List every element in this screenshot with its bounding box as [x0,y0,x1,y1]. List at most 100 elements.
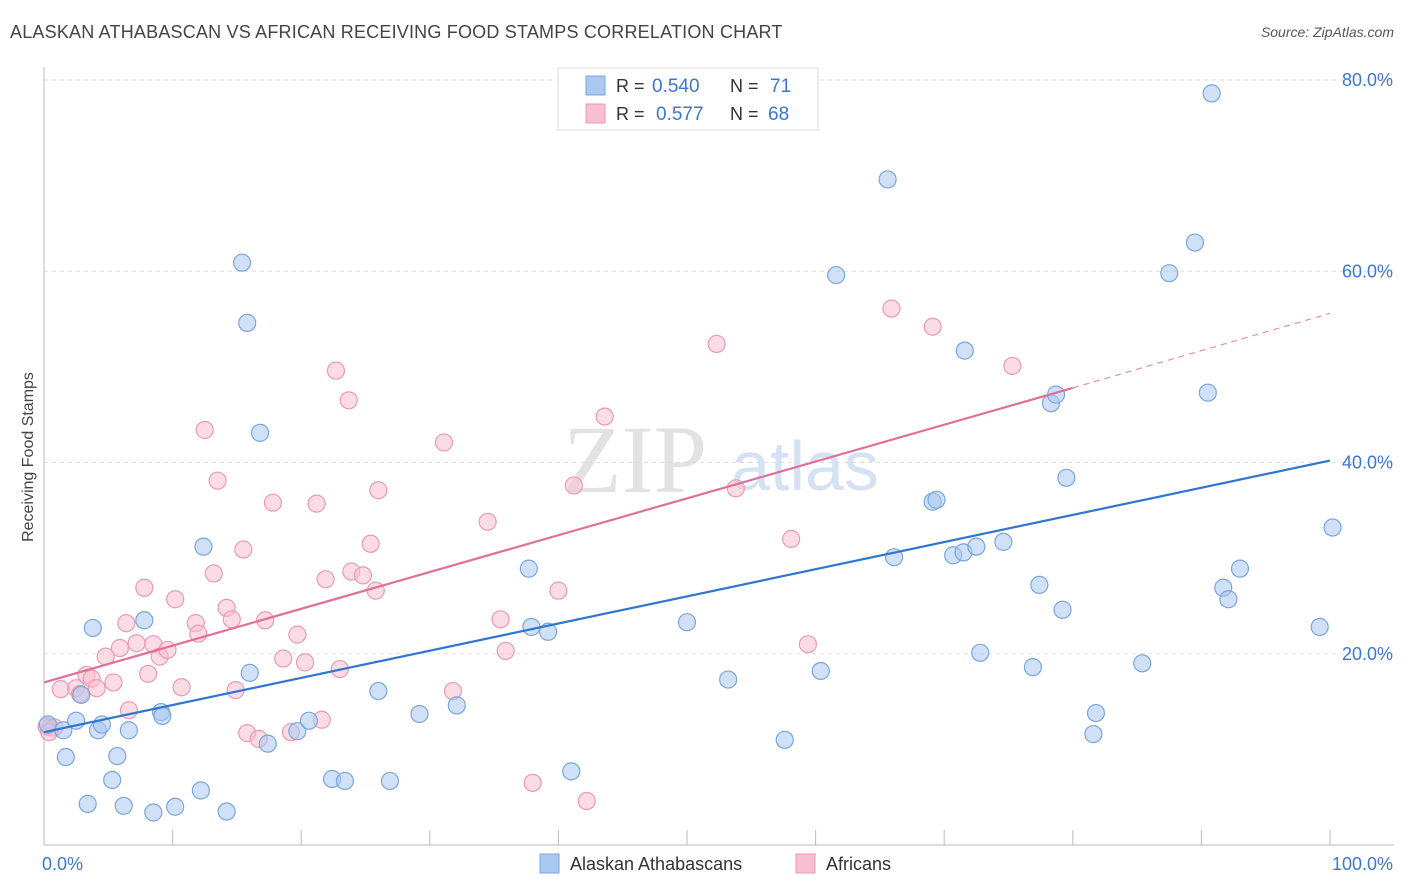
data-point-blue [135,611,154,630]
data-point-blue [108,746,127,766]
source-label: Source: ZipAtlas.com [1260,24,1394,40]
data-point-pink [274,649,293,668]
data-point-blue [1185,233,1205,252]
data-point-pink [222,610,241,629]
data-point-pink [491,610,510,629]
data-point-pink [110,638,129,658]
data-point-pink [882,299,901,318]
chart-title: ALASKAN ATHABASCAN VS AFRICAN RECEIVING … [10,22,783,42]
data-point-blue [1160,264,1179,283]
legend-n-value-blue: 71 [770,76,791,97]
data-point-blue [72,685,91,704]
data-point-pink [117,614,136,633]
legend-n-label-blue: N = [730,76,759,96]
data-point-pink [496,641,515,660]
data-point-blue [166,797,185,816]
data-point-pink [1003,356,1022,376]
x-tick-marks [172,830,1331,845]
trend-line-blue [43,459,1331,734]
data-point-pink [127,634,146,653]
data-point-pink [523,773,542,792]
data-point-pink [478,512,497,531]
data-point-pink [369,481,388,500]
data-point-blue [927,490,946,509]
watermark: ZIP atlas [563,406,879,513]
axes [43,67,1394,846]
data-point-blue [410,704,429,724]
data-point-blue [811,661,830,681]
data-point-blue [232,253,252,272]
data-point-pink [166,590,185,609]
data-point-pink [923,317,942,336]
data-point-pink [707,334,726,354]
series-blue-points [38,84,1342,822]
data-point-blue [56,747,75,767]
data-point-blue [78,794,97,813]
data-point-pink [564,476,583,495]
data-point-pink [172,678,191,697]
data-point-blue [967,537,986,556]
legend-swatch-pink [585,103,606,124]
data-point-pink [204,564,223,583]
data-point-blue [1023,658,1043,677]
data-point-blue [1030,575,1049,595]
data-point-blue [1230,559,1250,578]
legend-bottom-label-blue: Alaskan Athabascans [570,854,742,874]
data-point-blue [258,734,277,753]
data-point-pink [104,673,123,692]
data-point-pink [595,407,614,426]
data-point-pink [326,361,346,380]
data-point-pink [51,680,70,699]
legend-r-value-blue: 0.540 [652,76,700,97]
data-point-blue [971,643,990,662]
data-point-pink [288,625,307,644]
x-tick-labels: 0.0% 100.0% [42,854,1393,874]
data-point-blue [1084,724,1103,744]
data-point-blue [827,265,846,285]
data-point-pink [295,653,315,672]
data-point-blue [1323,518,1342,537]
data-point-blue [1053,600,1072,619]
data-point-pink [339,391,358,410]
y-tick-label: 60.0% [1342,261,1393,281]
data-point-blue [240,663,259,682]
data-point-blue [1219,590,1238,609]
data-point-blue [217,802,236,821]
data-point-blue [1086,703,1106,723]
legend-bottom-swatch-blue [539,853,560,874]
data-point-pink [782,529,801,549]
data-point-blue [1133,654,1152,673]
data-point-blue [719,670,738,689]
data-point-pink [361,534,380,553]
y-axis-label: Receiving Food Stamps [20,372,37,542]
data-point-pink [139,664,158,683]
y-tick-label: 20.0% [1342,644,1393,664]
data-point-blue [1202,84,1221,103]
legend-bottom-swatch-pink [795,853,816,874]
data-point-blue [144,803,163,822]
data-point-blue [238,313,257,332]
watermark-zip: ZIP [563,406,707,513]
data-point-pink [263,493,283,512]
x-tick-label: 100.0% [1332,854,1393,874]
y-tick-label: 80.0% [1342,70,1393,90]
y-tick-labels: 20.0% 40.0% 60.0% 80.0% [1342,70,1393,664]
data-point-pink [353,566,373,585]
data-point-blue [83,618,102,638]
data-point-blue [369,681,388,701]
legend-r-label-pink: R = [616,104,645,124]
data-point-blue [191,781,210,800]
watermark-atlas: atlas [731,427,879,505]
legend-bottom: Alaskan Athabascans Africans [539,853,891,874]
data-point-blue [299,711,319,730]
data-point-blue [775,730,794,749]
data-point-pink [316,570,335,589]
data-point-blue [119,721,138,740]
data-point-pink [135,578,154,597]
trend-lines [43,312,1331,734]
data-point-blue [677,613,697,632]
legend-bottom-label-pink: Africans [826,854,891,874]
legend-n-label-pink: N = [730,104,759,124]
data-point-blue [194,537,213,556]
data-point-pink [798,635,817,654]
